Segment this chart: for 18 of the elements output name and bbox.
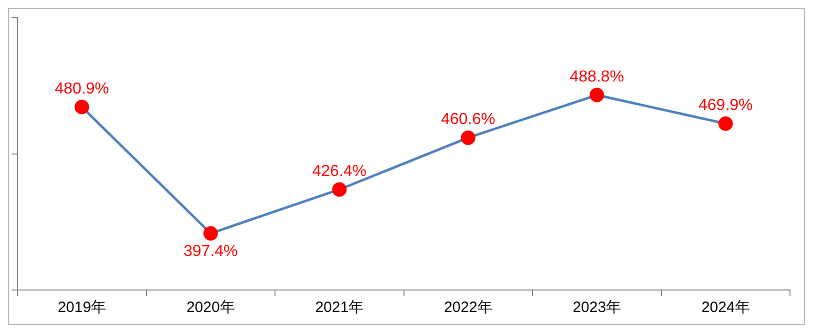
- x-tick-label: 2020年: [186, 299, 235, 316]
- x-tick-label: 2024年: [701, 299, 750, 316]
- data-label: 426.4%: [312, 162, 367, 180]
- point: [74, 100, 90, 114]
- data-label: 480.9%: [54, 80, 110, 98]
- x-tick-label: 2019年: [58, 299, 106, 316]
- data-label: 460.6%: [440, 111, 496, 128]
- data-label: 397.4%: [183, 242, 238, 260]
- point: [332, 182, 347, 197]
- point: [590, 88, 604, 102]
- data-label: 469.9%: [698, 97, 753, 114]
- x-tick-label: 2022年: [444, 299, 492, 316]
- point: [718, 116, 733, 131]
- data-label: 488.8%: [570, 68, 624, 86]
- point: [203, 226, 218, 241]
- x-tick-label: 2021年: [315, 299, 364, 316]
- point: [460, 130, 476, 145]
- x-tick-label: 2023年: [572, 299, 622, 316]
